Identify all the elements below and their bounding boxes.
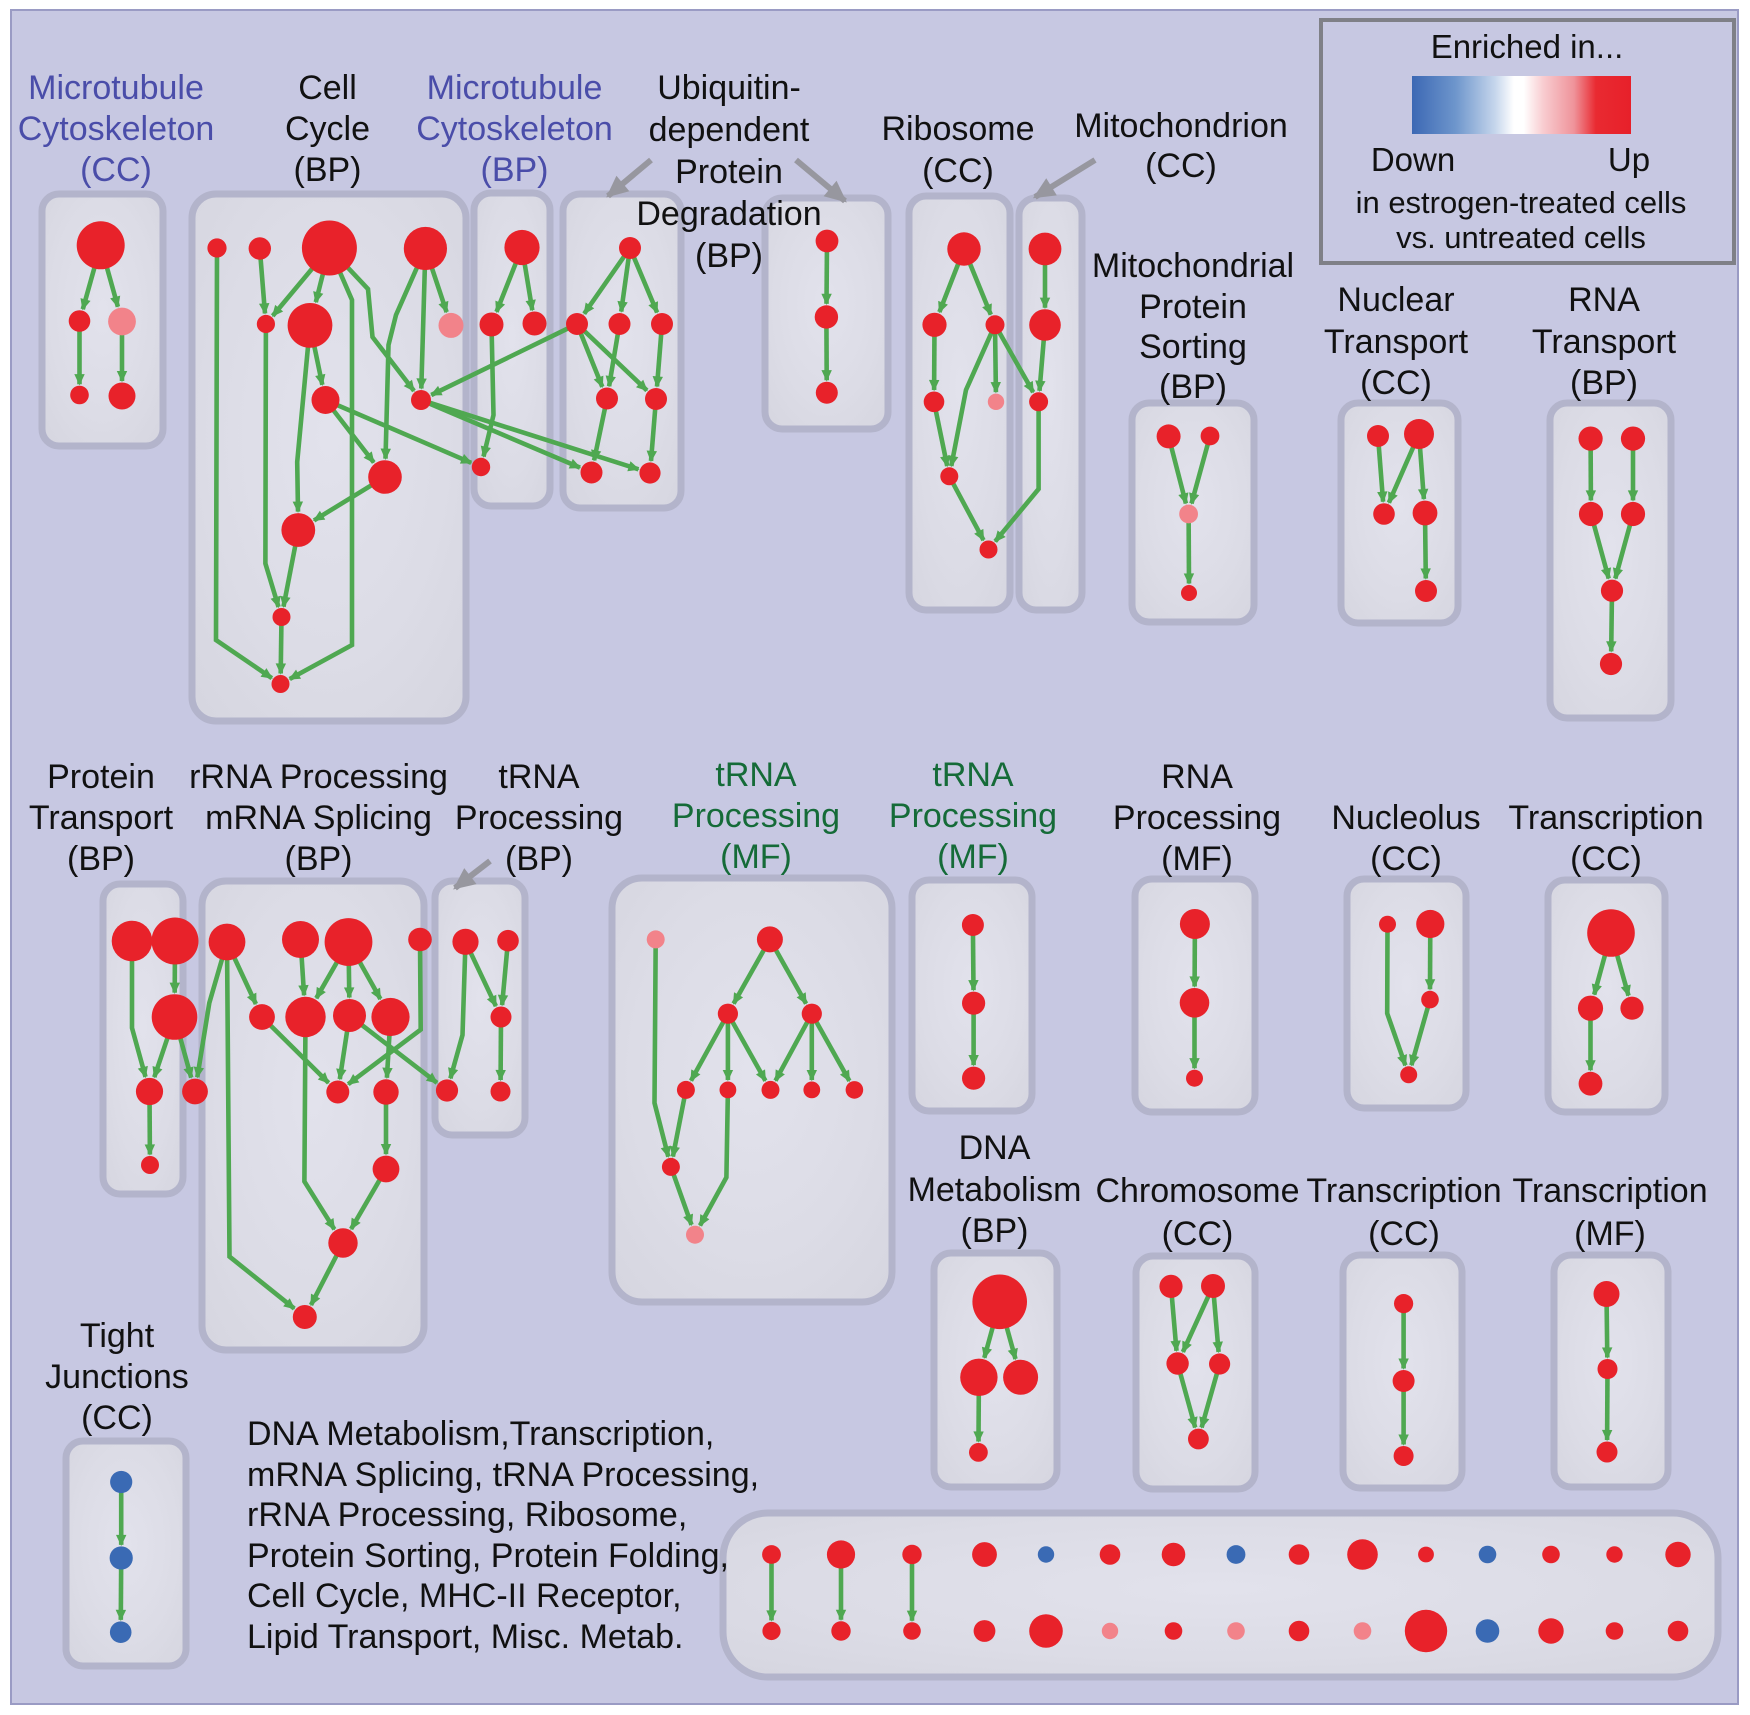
svg-text:RNA: RNA <box>1161 758 1233 796</box>
svg-text:mRNA Splicing: mRNA Splicing <box>205 799 432 837</box>
svg-text:Transport: Transport <box>1324 323 1469 361</box>
svg-text:Cell: Cell <box>298 69 357 107</box>
svg-text:Junctions: Junctions <box>45 1358 189 1396</box>
svg-text:(CC): (CC) <box>922 152 994 190</box>
svg-text:Microtubule: Microtubule <box>28 69 204 107</box>
svg-text:Transport: Transport <box>29 799 174 837</box>
svg-text:Microtubule: Microtubule <box>427 69 603 107</box>
svg-text:DNA Metabolism,Transcription,: DNA Metabolism,Transcription, <box>247 1415 714 1453</box>
svg-text:(BP): (BP) <box>505 840 573 878</box>
svg-text:Protein: Protein <box>1139 288 1247 326</box>
svg-text:Lipid Transport, Misc. Metab.: Lipid Transport, Misc. Metab. <box>247 1618 684 1656</box>
svg-text:(MF): (MF) <box>1161 840 1233 878</box>
svg-text:(CC): (CC) <box>1370 840 1442 878</box>
svg-text:Ubiquitin-: Ubiquitin- <box>657 69 801 107</box>
svg-text:(MF): (MF) <box>1574 1215 1646 1253</box>
svg-text:Mitochondrion: Mitochondrion <box>1074 107 1288 145</box>
svg-text:tRNA: tRNA <box>498 758 580 796</box>
svg-text:Up: Up <box>1608 141 1650 178</box>
svg-text:Nuclear: Nuclear <box>1337 281 1454 319</box>
svg-text:Transcription: Transcription <box>1508 799 1703 837</box>
svg-text:(BP): (BP) <box>481 151 549 189</box>
svg-text:Nucleolus: Nucleolus <box>1331 799 1480 837</box>
svg-text:Transport: Transport <box>1532 323 1677 361</box>
svg-text:(BP): (BP) <box>695 237 763 275</box>
svg-text:Ribosome: Ribosome <box>881 110 1034 148</box>
svg-text:(BP): (BP) <box>294 151 362 189</box>
svg-text:(BP): (BP) <box>961 1212 1029 1250</box>
svg-text:vs. untreated cells: vs. untreated cells <box>1396 220 1646 255</box>
svg-text:(BP): (BP) <box>67 840 135 878</box>
svg-text:(BP): (BP) <box>1570 364 1638 402</box>
svg-text:Cytoskeleton: Cytoskeleton <box>18 110 215 148</box>
svg-text:(CC): (CC) <box>1162 1215 1234 1253</box>
svg-text:Chromosome: Chromosome <box>1095 1172 1299 1210</box>
svg-text:Degradation: Degradation <box>636 195 821 233</box>
svg-text:tRNA: tRNA <box>715 756 797 794</box>
svg-text:tRNA: tRNA <box>932 756 1014 794</box>
svg-text:Cytoskeleton: Cytoskeleton <box>416 110 613 148</box>
svg-text:(BP): (BP) <box>1159 368 1227 406</box>
svg-text:(MF): (MF) <box>720 838 792 876</box>
svg-text:Protein Sorting, Protein Foldi: Protein Sorting, Protein Folding, <box>247 1537 729 1575</box>
svg-text:Transcription: Transcription <box>1306 1172 1501 1210</box>
svg-text:Protein: Protein <box>675 153 783 191</box>
svg-text:dependent: dependent <box>649 111 810 149</box>
svg-text:Processing: Processing <box>889 797 1057 835</box>
svg-text:(CC): (CC) <box>1570 840 1642 878</box>
svg-text:Metabolism: Metabolism <box>908 1171 1082 1209</box>
svg-text:(CC): (CC) <box>80 151 152 189</box>
svg-text:(CC): (CC) <box>1368 1215 1440 1253</box>
svg-text:Enriched in...: Enriched in... <box>1431 28 1624 65</box>
svg-text:Down: Down <box>1371 141 1455 178</box>
svg-text:rRNA Processing: rRNA Processing <box>189 758 448 796</box>
svg-text:(CC): (CC) <box>1360 364 1432 402</box>
svg-text:Mitochondrial: Mitochondrial <box>1092 247 1294 285</box>
svg-text:(MF): (MF) <box>937 838 1009 876</box>
svg-text:Processing: Processing <box>455 799 623 837</box>
svg-text:rRNA Processing, Ribosome,: rRNA Processing, Ribosome, <box>247 1496 687 1534</box>
svg-text:Processing: Processing <box>672 797 840 835</box>
svg-text:mRNA Splicing, tRNA Processing: mRNA Splicing, tRNA Processing, <box>247 1456 759 1494</box>
svg-text:in estrogen-treated cells: in estrogen-treated cells <box>1356 185 1687 220</box>
svg-text:Tight: Tight <box>80 1317 155 1355</box>
svg-text:(CC): (CC) <box>81 1399 153 1437</box>
svg-text:(BP): (BP) <box>285 840 353 878</box>
svg-text:Sorting: Sorting <box>1139 328 1247 366</box>
svg-text:Processing: Processing <box>1113 799 1281 837</box>
svg-text:Transcription: Transcription <box>1512 1172 1707 1210</box>
svg-text:DNA: DNA <box>959 1129 1031 1167</box>
svg-text:Cycle: Cycle <box>285 110 370 148</box>
svg-text:Protein: Protein <box>47 758 155 796</box>
svg-text:(CC): (CC) <box>1145 147 1217 185</box>
svg-text:RNA: RNA <box>1568 281 1640 319</box>
svg-text:Cell Cycle, MHC-II Receptor,: Cell Cycle, MHC-II Receptor, <box>247 1577 682 1615</box>
